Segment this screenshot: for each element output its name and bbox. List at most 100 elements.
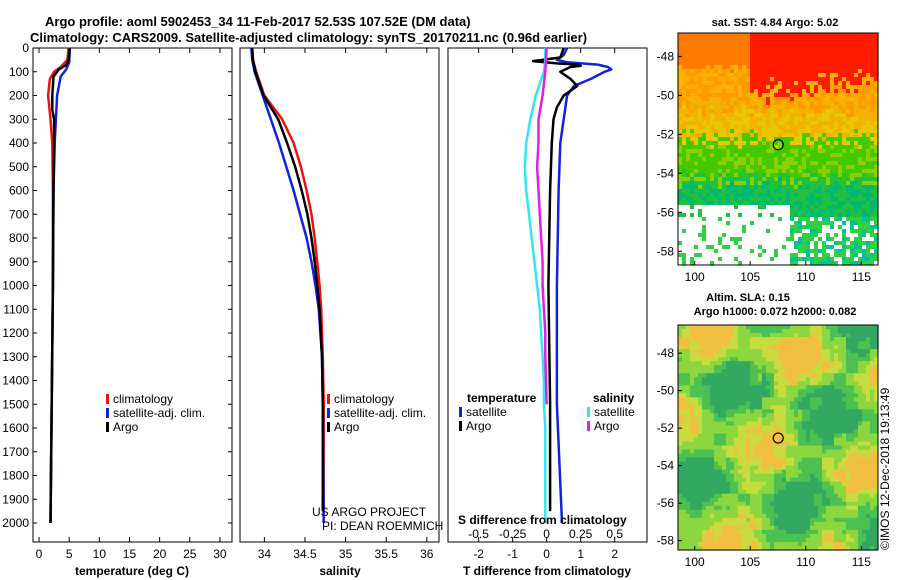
map-cell: [786, 369, 791, 374]
map-cell: [702, 97, 707, 102]
map-cell: [678, 361, 683, 366]
map-cell: [754, 85, 759, 90]
map-cell: [762, 337, 767, 342]
map-cell: [822, 445, 827, 451]
map-cell: [710, 261, 715, 266]
map-cell: [810, 145, 815, 150]
map-cell: [870, 125, 875, 130]
map-cell: [706, 429, 711, 435]
map-cell: [702, 261, 707, 266]
map-cell: [722, 97, 727, 102]
map-cell: [822, 69, 827, 74]
map-cell: [722, 117, 727, 122]
map-cell: [706, 417, 711, 423]
map-cell: [758, 193, 763, 198]
map-cell: [850, 205, 855, 210]
map-cell: [710, 49, 715, 54]
map-cell: [870, 461, 875, 467]
map-cell: [842, 337, 847, 342]
map-cell: [818, 177, 823, 182]
map-cell: [782, 441, 787, 447]
map-cell: [726, 129, 731, 134]
map-cell: [846, 349, 851, 354]
map-cell: [826, 205, 831, 210]
map-cell: [818, 189, 823, 194]
map-cell: [750, 377, 755, 382]
map-cell: [830, 433, 835, 439]
map-cell: [750, 337, 755, 342]
map-cell: [862, 349, 867, 354]
map-cell: [718, 357, 723, 362]
map-cell: [678, 165, 683, 170]
map-cell: [814, 177, 819, 182]
map-cell: [830, 85, 835, 90]
map-cell: [862, 385, 867, 390]
map-cell: [706, 185, 711, 190]
map-cell: [730, 153, 735, 158]
map-cell: [714, 453, 719, 459]
map-cell: [838, 61, 843, 66]
map-cell: [702, 205, 707, 210]
map-cell: [802, 233, 807, 238]
map-cell: [818, 325, 823, 330]
map-cell: [750, 165, 755, 170]
map-cell: [858, 233, 863, 238]
map-cell: [682, 393, 687, 398]
map-cell: [730, 217, 735, 222]
map-cell: [698, 129, 703, 134]
map-cell: [750, 449, 755, 455]
map-cell: [770, 197, 775, 202]
map-cell: [786, 441, 791, 447]
map-cell: [754, 101, 759, 106]
map-cell: [698, 429, 703, 435]
map-cell: [794, 189, 799, 194]
map-cell: [694, 345, 699, 350]
sal-legend-climatology-swatch: [327, 394, 330, 404]
map-cell: [830, 377, 835, 382]
map-cell: [874, 121, 879, 126]
map-cell: [850, 421, 855, 427]
map-cell: [798, 49, 803, 54]
map-cell: [686, 57, 691, 62]
map-cell: [774, 169, 779, 174]
map-cell: [678, 169, 683, 174]
map-cell: [822, 45, 827, 50]
map-cell: [838, 177, 843, 182]
map-cell: [718, 433, 723, 439]
map-cell: [838, 121, 843, 126]
map-cell: [786, 465, 791, 471]
map-cell: [870, 145, 875, 150]
map-cell: [678, 445, 683, 451]
map-cell: [734, 165, 739, 170]
map-cell: [842, 373, 847, 378]
map-cell: [702, 149, 707, 154]
map-cell: [814, 81, 819, 86]
map-cell: [730, 85, 735, 90]
map-cell: [694, 205, 699, 210]
map-cell: [874, 381, 879, 386]
map-cell: [790, 457, 795, 463]
map-cell: [862, 193, 867, 198]
map-cell: [722, 101, 727, 106]
map-cell: [806, 253, 811, 258]
map-cell: [750, 157, 755, 162]
map-cell: [714, 185, 719, 190]
map-cell: [798, 121, 803, 126]
map-cell: [718, 413, 723, 419]
map-cell: [706, 425, 711, 431]
map-cell: [770, 421, 775, 427]
map-cell: [742, 397, 747, 402]
map-cell: [726, 241, 731, 246]
map-cell: [822, 141, 827, 146]
map-cell: [770, 429, 775, 435]
map-cell: [746, 209, 751, 214]
map-cell: [830, 77, 835, 82]
map-cell: [822, 241, 827, 246]
map-cell: [826, 117, 831, 122]
map-cell: [802, 257, 807, 262]
map-cell: [734, 41, 739, 46]
map-cell: [742, 157, 747, 162]
map-cell: [702, 41, 707, 46]
map-cell: [830, 225, 835, 230]
map-cell: [782, 69, 787, 74]
